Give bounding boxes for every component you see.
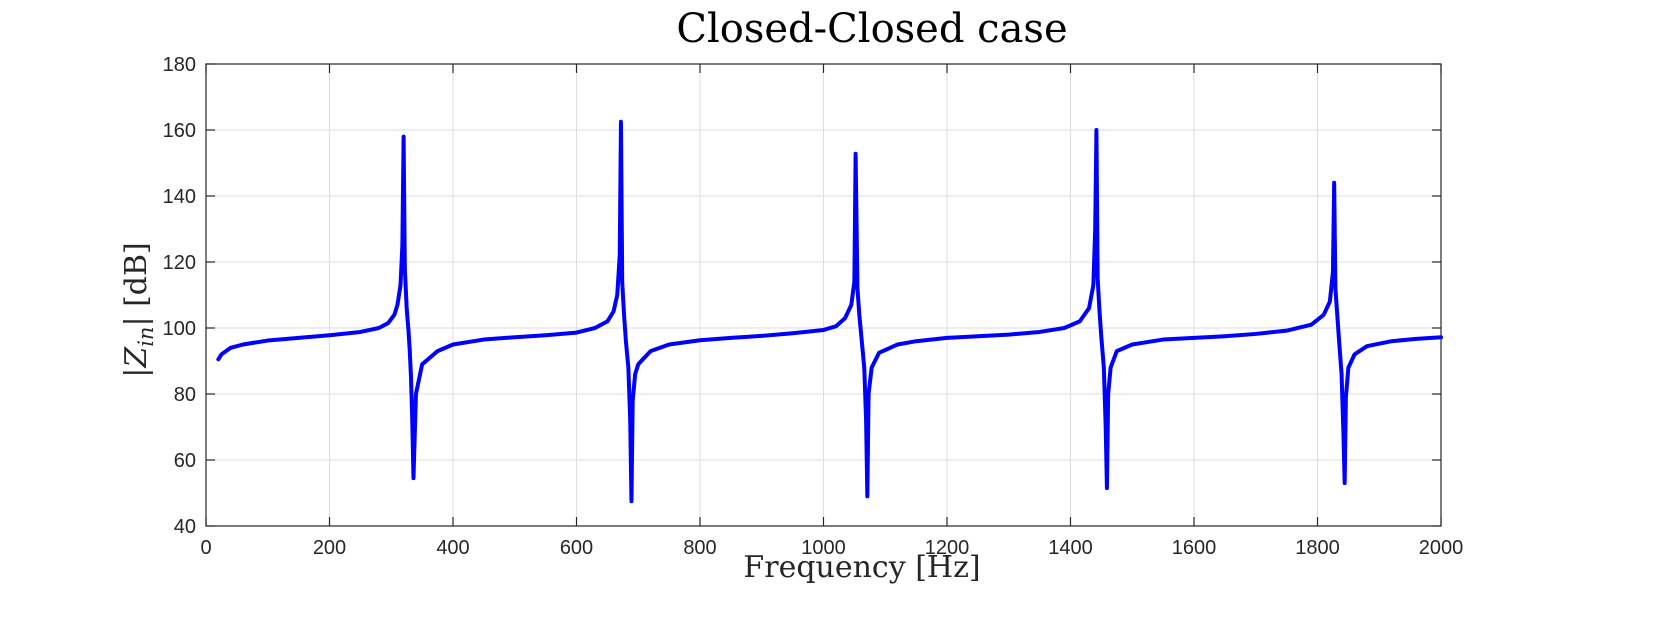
y-axis-label-subscript: in: [134, 327, 158, 347]
x-tick-label: 400: [436, 537, 469, 559]
y-tick-label: 80: [174, 384, 196, 406]
x-tick-label: 800: [683, 537, 716, 559]
y-tick-label: 120: [163, 252, 196, 274]
x-tick-label: 1200: [925, 537, 970, 559]
y-axis-label: |Zin| [dB]: [119, 242, 158, 378]
y-axis-label-suffix: | [dB]: [119, 242, 154, 326]
series-line-0: [216, 119, 1443, 504]
x-tick-label: 1800: [1295, 537, 1340, 559]
x-tick-label: 200: [313, 537, 346, 559]
y-tick-label: 180: [163, 54, 196, 76]
y-axis-label-prefix: |Z: [119, 346, 154, 378]
x-tick-label: 1000: [801, 537, 846, 559]
x-tick-labels: 0 200 400 600 800 1000 1200 1400 1600 1800 2000: [200, 537, 1463, 559]
x-tick-label: 2000: [1419, 537, 1464, 559]
x-tick-label: 1600: [1172, 537, 1217, 559]
y-tick-labels: 40 60 80 100 120 140 160 180: [163, 54, 196, 538]
x-tick-label: 600: [560, 537, 593, 559]
y-tick-label: 100: [163, 318, 196, 340]
y-tick-label: 60: [174, 450, 196, 472]
chart-title: Closed-Closed case: [676, 6, 1067, 52]
x-tick-label: 1400: [1048, 537, 1093, 559]
grid-lines: [205, 63, 1442, 527]
y-tick-label: 40: [174, 516, 196, 538]
x-tick-label: 0: [200, 537, 211, 559]
y-tick-label: 140: [163, 186, 196, 208]
x-axis-label: Frequency [Hz]: [743, 550, 980, 585]
series-layer: [216, 119, 1443, 504]
tick-marks: [205, 63, 1442, 527]
y-tick-label: 160: [163, 120, 196, 142]
